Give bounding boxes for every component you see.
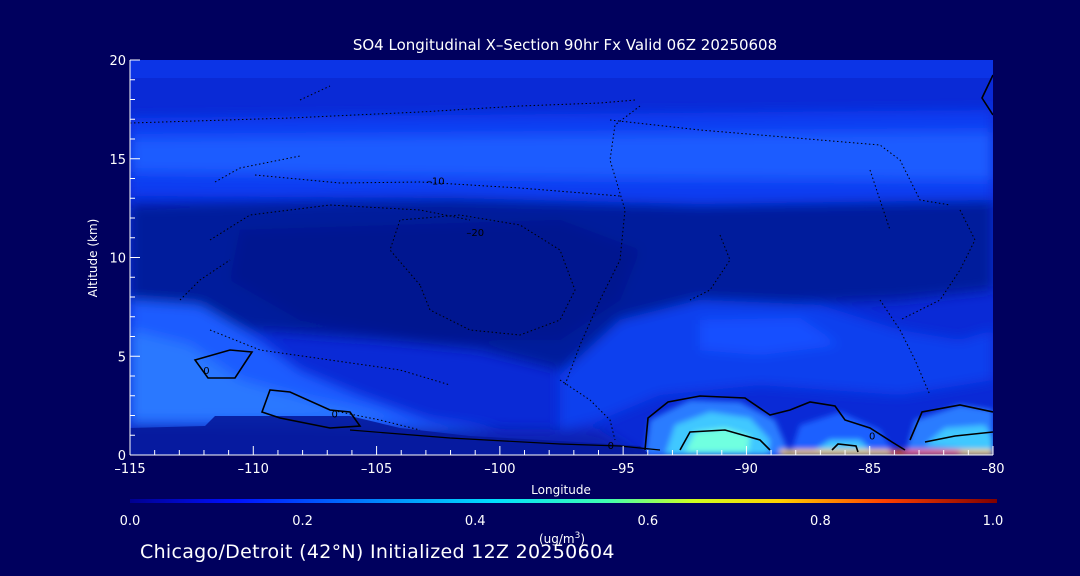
plot-axes <box>129 59 994 456</box>
y-axis-label: Altitude (km) <box>86 219 100 298</box>
contour-label: –10 <box>427 176 445 187</box>
contour-label: –20 <box>466 228 484 239</box>
x-tick-label: –95 <box>612 462 635 477</box>
colorbar-tick-label: 0.6 <box>637 514 658 529</box>
contour-label: 0 <box>869 431 875 442</box>
x-tick-label: –110 <box>238 462 269 477</box>
x-tick-label: –80 <box>981 462 1004 477</box>
so4-shaded-field <box>130 60 993 455</box>
colorbar-tick-label: 0.8 <box>810 514 831 529</box>
initialization-caption: Chicago/Detroit (42°N) Initialized 12Z 2… <box>140 541 615 563</box>
contour-label: 0 <box>331 410 337 421</box>
colorbar-tick-label: 0.0 <box>120 514 141 529</box>
y-tick-label: 10 <box>109 252 126 267</box>
y-tick-label: 5 <box>118 350 126 365</box>
colorbar-unit-label: (ug/m3) <box>539 531 585 546</box>
colorbar <box>130 499 997 503</box>
colorbar-tick-label: 0.4 <box>465 514 486 529</box>
x-tick-label: –100 <box>484 462 515 477</box>
colorbar-tick-label: 1.0 <box>983 514 1004 529</box>
x-axis-label: Longitude <box>531 483 591 497</box>
x-tick-label: –105 <box>361 462 392 477</box>
y-tick-label: 20 <box>109 54 126 69</box>
x-tick-label: –90 <box>735 462 758 477</box>
contour-label: 0 <box>608 441 614 452</box>
x-tick-label: –85 <box>858 462 881 477</box>
contour-label: 0 <box>203 366 209 377</box>
y-tick-label: 0 <box>118 449 126 464</box>
y-tick-label: 15 <box>109 153 126 168</box>
x-tick-label: –115 <box>114 462 145 477</box>
colorbar-tick-label: 0.2 <box>292 514 313 529</box>
chart-title: SO4 Longitudinal X–Section 90hr Fx Valid… <box>353 36 777 54</box>
